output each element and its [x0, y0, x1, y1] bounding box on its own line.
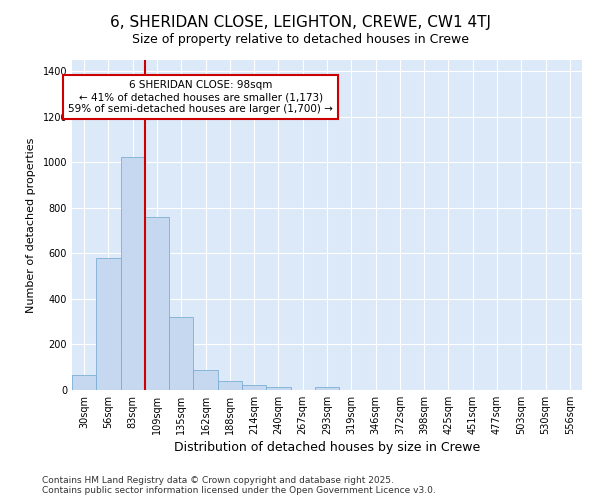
Bar: [72, 375, 96, 390]
Text: 6 SHERIDAN CLOSE: 98sqm
← 41% of detached houses are smaller (1,173)
59% of semi: 6 SHERIDAN CLOSE: 98sqm ← 41% of detache…: [68, 80, 333, 114]
X-axis label: Distribution of detached houses by size in Crewe: Distribution of detached houses by size …: [174, 441, 480, 454]
Bar: [193, 370, 218, 390]
Bar: [145, 217, 169, 390]
Text: 6, SHERIDAN CLOSE, LEIGHTON, CREWE, CW1 4TJ: 6, SHERIDAN CLOSE, LEIGHTON, CREWE, CW1 …: [110, 15, 491, 30]
Bar: [218, 381, 242, 390]
Bar: [266, 388, 290, 390]
Text: Contains HM Land Registry data © Crown copyright and database right 2025.
Contai: Contains HM Land Registry data © Crown c…: [42, 476, 436, 495]
Bar: [169, 317, 193, 390]
Y-axis label: Number of detached properties: Number of detached properties: [26, 138, 35, 312]
Text: Size of property relative to detached houses in Crewe: Size of property relative to detached ho…: [131, 32, 469, 46]
Bar: [96, 258, 121, 390]
Bar: [315, 388, 339, 390]
Bar: [121, 156, 145, 390]
Bar: [242, 385, 266, 390]
